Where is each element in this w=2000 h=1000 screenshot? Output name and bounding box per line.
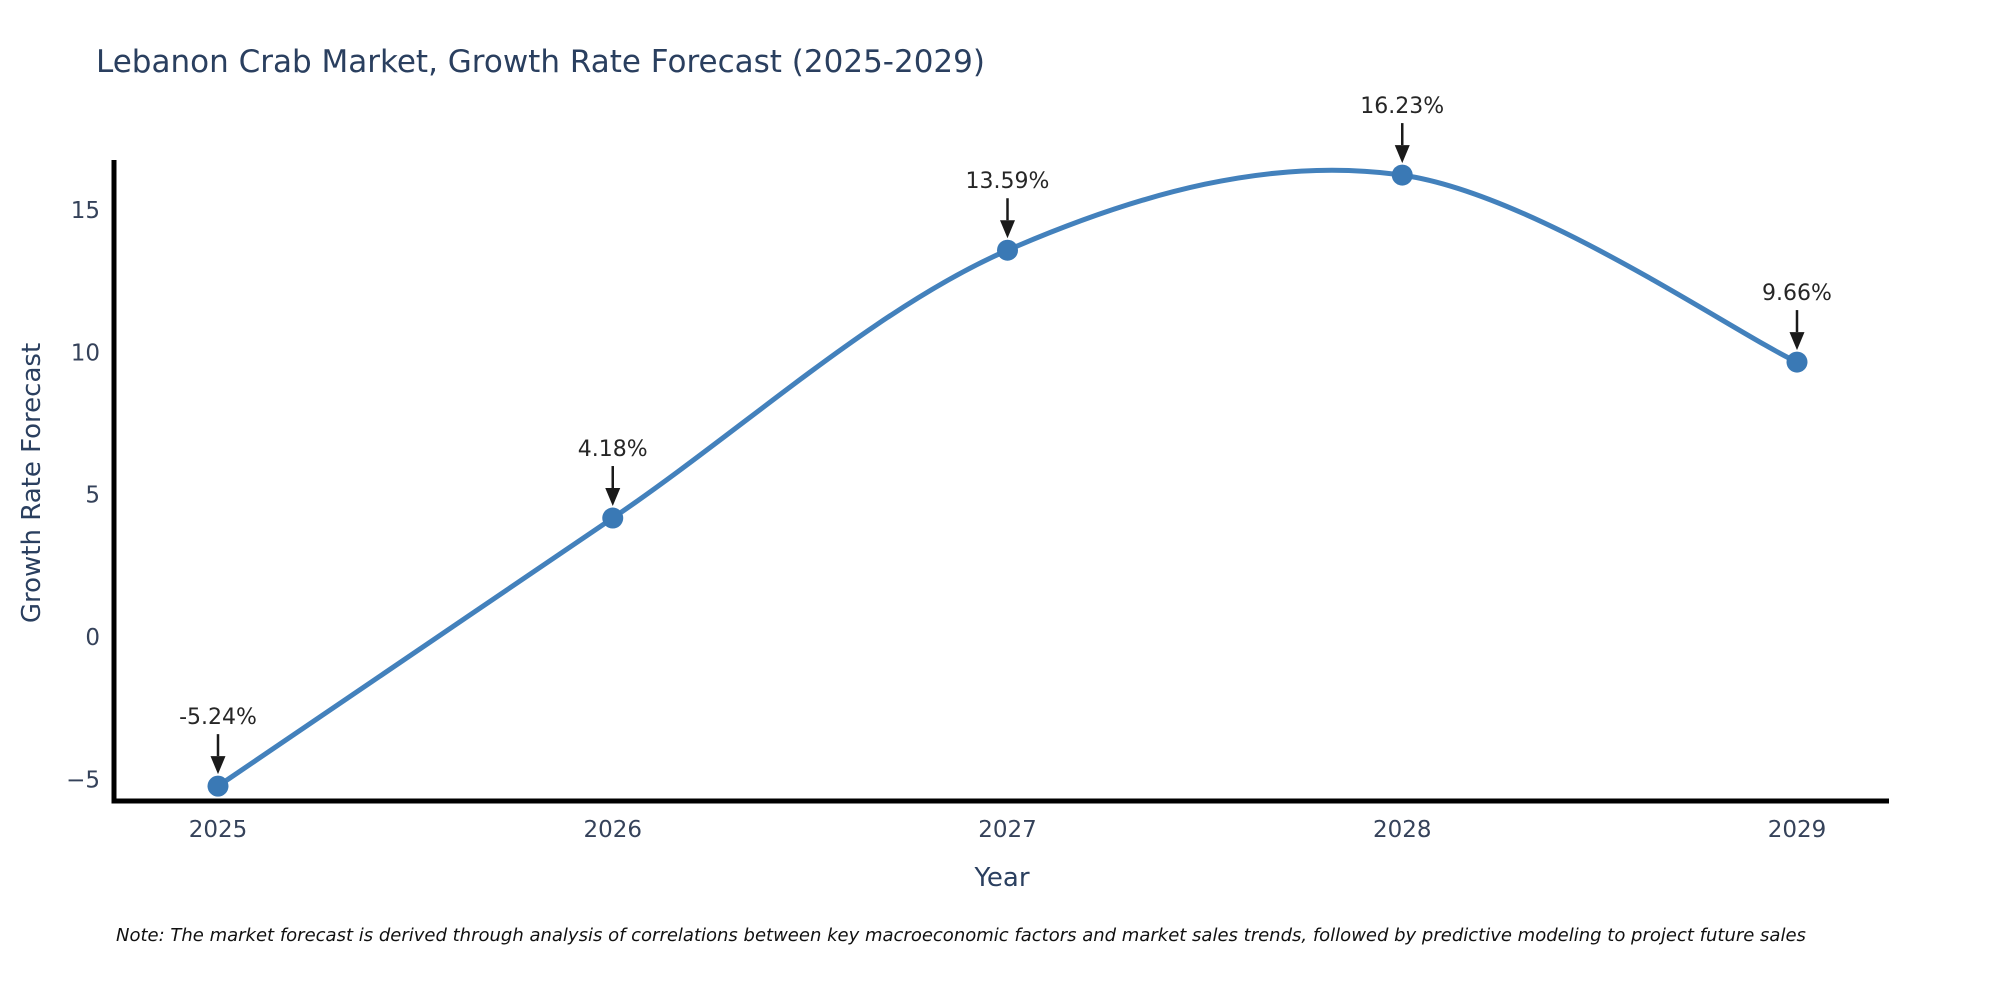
data-point-marker-2025 [207,775,229,797]
data-point-marker-2027 [997,239,1018,261]
data-point-marker-2028 [1391,164,1413,186]
y-tick-label-−5: −5 [66,767,100,793]
data-point-marker-2029 [1786,351,1808,373]
data-point-marker-2026 [602,507,624,529]
x-tick-label-2028: 2028 [1373,817,1432,843]
x-axis-title: Year [973,863,1029,893]
y-tick-label-5: 5 [85,483,100,509]
annotation-label: 13.59% [966,169,1050,194]
annotation-label: 4.18% [578,437,648,462]
chart-title: Lebanon Crab Market, Growth Rate Forecas… [96,44,985,80]
y-tick-label-15: 15 [71,198,100,224]
axis-ticks: 15 10 5 0 −5 2025 2026 2027 2028 2029 [66,198,1826,843]
annotation-arrowhead-icon [1789,332,1805,351]
annotation-2027: 13.59% [966,169,1050,239]
annotation-2029: 9.66% [1762,281,1832,351]
annotation-arrowhead-icon [605,488,621,507]
annotation-2028: 16.23% [1360,94,1444,164]
y-tick-label-0: 0 [85,625,100,651]
y-tick-label-10: 10 [71,340,100,366]
annotation-arrowhead-icon [1394,145,1410,164]
annotation-2025: -5.24% [179,705,257,775]
x-tick-label-2025: 2025 [189,817,248,843]
annotation-2026: 4.18% [578,437,648,507]
annotation-arrowhead-icon [1000,220,1015,239]
footnote: Note: The market forecast is derived thr… [116,925,1806,946]
trend-line [216,167,1799,789]
x-tick-label-2026: 2026 [583,817,642,843]
x-tick-label-2029: 2029 [1768,817,1827,843]
plot-area: -5.24% 4.18% 13.59% 16.23% 9.66% [179,94,1832,797]
annotation-label: 9.66% [1762,281,1832,306]
annotation-label: -5.24% [179,705,257,730]
y-axis-title: Growth Rate Forecast [17,343,47,623]
x-tick-label-2027: 2027 [978,817,1037,843]
annotation-label: 16.23% [1360,94,1444,119]
annotation-arrowhead-icon [210,756,226,775]
